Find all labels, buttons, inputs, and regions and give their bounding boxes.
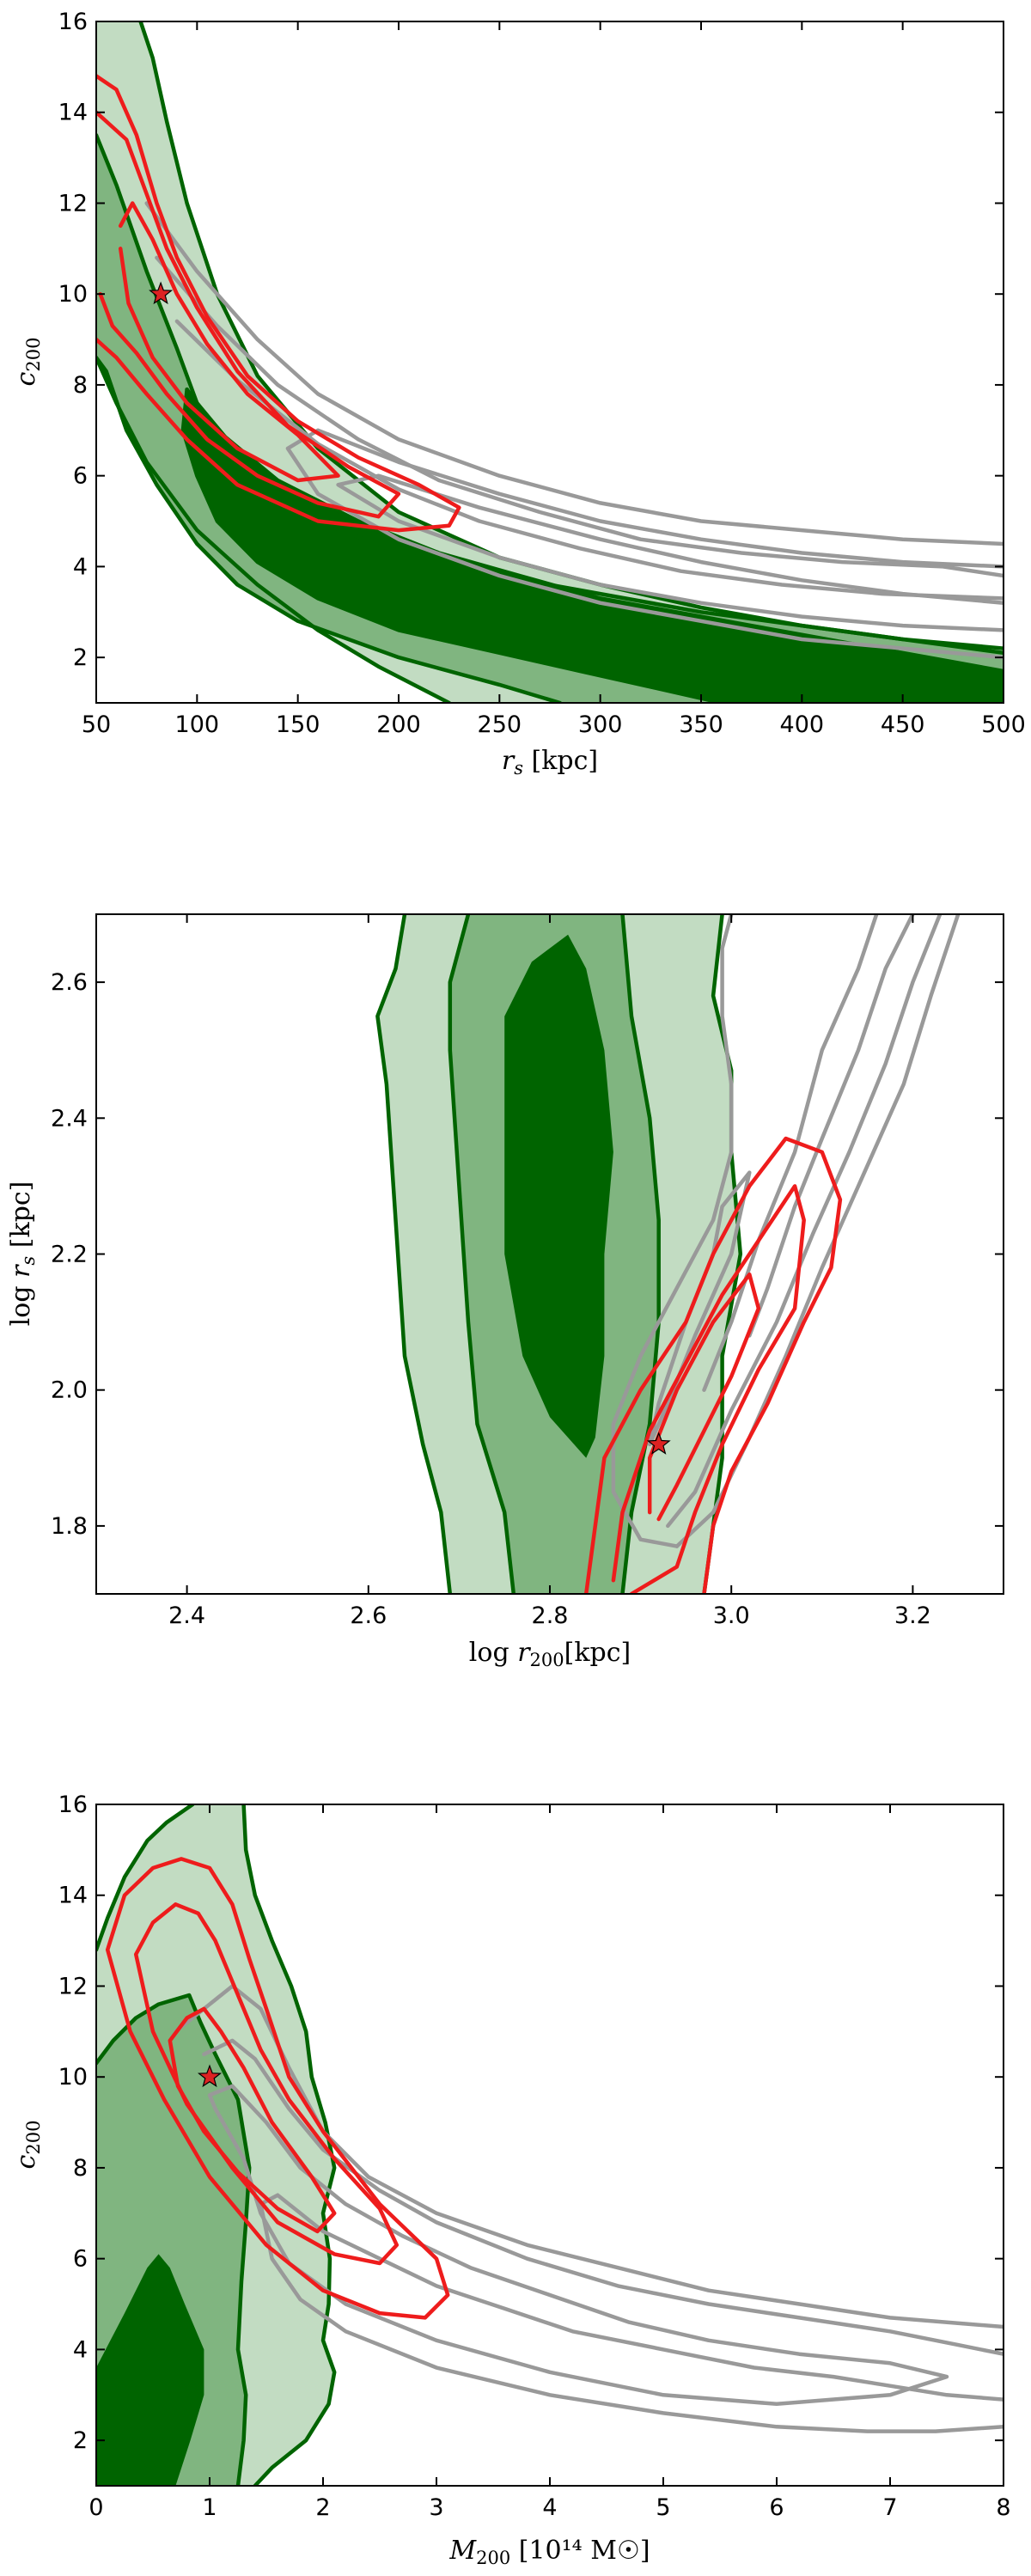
star-marker (646, 1431, 671, 1455)
red-contour-line (105, 1857, 450, 2320)
panel-c200-vs-rs: 50 100 150 200 250 300 350 400 450 500 2 4 6 8 10 12 14 1… (11, 9, 1026, 778)
gray-contour-line (259, 2193, 1004, 2402)
y-tick-label: 8 (73, 2155, 88, 2182)
y-axis-label: log rs [kpc] (6, 1181, 39, 1327)
gray-contour-line (747, 914, 915, 1338)
x-axis-label: log r200[kpc] (469, 1638, 631, 1670)
gray-contour-line (702, 914, 879, 1392)
panel-logrs-vs-logr200: 2.4 2.6 2.8 3.0 3.2 1.8 2.0 2.2 2.4 2.6 log r200[… (6, 913, 1004, 1670)
y-tick-label: 12 (58, 1973, 88, 1999)
y-tick-label: 1.8 (51, 1513, 88, 1540)
gray-contour-line (207, 2084, 949, 2407)
x-tick-label: 150 (276, 711, 320, 738)
x-tick-label: 200 (376, 711, 421, 738)
x-tick-label: 100 (175, 711, 220, 738)
y-tick-label: 4 (73, 553, 88, 580)
x-tick-label: 7 (882, 2494, 897, 2521)
x-tick-label: 0 (88, 2494, 103, 2521)
gray-contour-line (611, 914, 734, 1548)
green-contour-line (96, 1993, 252, 2486)
y-axis-label: c200 (11, 2121, 44, 2170)
y-tick-label: 12 (58, 190, 88, 217)
green-contour-line (448, 914, 516, 1594)
x-tick-label: 450 (881, 711, 925, 738)
y-tick-label: 4 (73, 2336, 88, 2363)
green-contour-line (96, 1804, 195, 1952)
x-tick-label: 2.8 (532, 1602, 569, 1629)
fiducial-star-marker (197, 2064, 223, 2088)
red-contour-line (611, 1184, 806, 1594)
x-tick-label: 300 (578, 711, 623, 738)
x-tick-label: 2.6 (350, 1602, 387, 1629)
red-contour-line (583, 1136, 843, 1594)
x-tick-label: 8 (996, 2494, 1010, 2521)
gray-contour-line (202, 2038, 1004, 2356)
y-tick-label: 2 (73, 644, 88, 671)
x-tick-label: 3 (429, 2494, 443, 2521)
x-tick-label: 500 (981, 711, 1026, 738)
y-tick-label: 2 (73, 2427, 88, 2454)
y-tick-label: 2.2 (51, 1242, 88, 1268)
red-contour-line (647, 1272, 761, 1522)
x-tick-label: 400 (780, 711, 825, 738)
x-tick-label: 5 (656, 2494, 670, 2521)
x-axis-label: M200 [10¹⁴ M☉] (448, 2536, 650, 2568)
y-tick-label: 6 (73, 463, 88, 490)
gray-contour-line (259, 2201, 1004, 2433)
x-tick-label: 50 (82, 711, 111, 738)
y-tick-label: 8 (73, 372, 88, 399)
axis-ticks: 50 100 150 200 250 300 350 400 450 500 2 4 6 8 10 12 14 1… (58, 9, 1026, 738)
red-contour-line (118, 201, 340, 483)
y-axis-label: c200 (11, 338, 44, 387)
x-tick-label: 250 (478, 711, 522, 738)
gray-contour-line (666, 914, 943, 1529)
red-contour-line (168, 2006, 337, 2234)
x-tick-label: 1 (202, 2494, 217, 2521)
x-tick-label: 2 (315, 2494, 330, 2521)
x-tick-label: 3.0 (713, 1602, 750, 1629)
x-tick-label: 2.4 (168, 1602, 205, 1629)
gray-contour-line (336, 473, 1004, 632)
gray-contour-line (285, 428, 1004, 660)
confidence-region-dark (504, 934, 613, 1458)
y-tick-label: 6 (73, 2246, 88, 2273)
star-marker (197, 2064, 223, 2088)
contour-lines (96, 21, 1004, 703)
gray-contour-line (155, 255, 1004, 578)
y-tick-label: 16 (58, 9, 88, 35)
fiducial-star-marker (149, 281, 174, 305)
green-contour-line (375, 914, 453, 1594)
red-contour-line (96, 74, 461, 533)
y-tick-label: 2.6 (51, 969, 88, 996)
fiducial-star-marker (646, 1431, 671, 1455)
confidence-region-dark (96, 2254, 204, 2486)
y-tick-label: 10 (58, 2064, 88, 2091)
y-tick-label: 14 (58, 100, 88, 126)
axis-ticks: 2.4 2.6 2.8 3.0 3.2 1.8 2.0 2.2 2.4 2.6 (51, 914, 1004, 1629)
plot-frame (95, 21, 1004, 704)
x-axis-label: rs [kpc] (502, 746, 598, 778)
contour-lines (375, 914, 961, 1594)
green-contour-line (620, 914, 661, 1594)
y-tick-label: 14 (58, 1883, 88, 1909)
green-contour-line (96, 355, 562, 703)
x-tick-label: 6 (769, 2494, 784, 2521)
y-tick-label: 10 (58, 281, 88, 308)
x-tick-label: 3.2 (894, 1602, 931, 1629)
x-tick-label: 4 (542, 2494, 557, 2521)
y-tick-label: 2.4 (51, 1105, 88, 1132)
x-tick-label: 350 (679, 711, 723, 738)
y-tick-label: 16 (58, 1792, 88, 1818)
star-marker (149, 281, 174, 305)
red-contour-line (96, 110, 401, 519)
y-tick-label: 2.0 (51, 1377, 88, 1404)
green-contour-line (180, 387, 723, 703)
contour-lines (96, 1804, 1004, 2486)
gray-contour-line (144, 201, 1004, 546)
